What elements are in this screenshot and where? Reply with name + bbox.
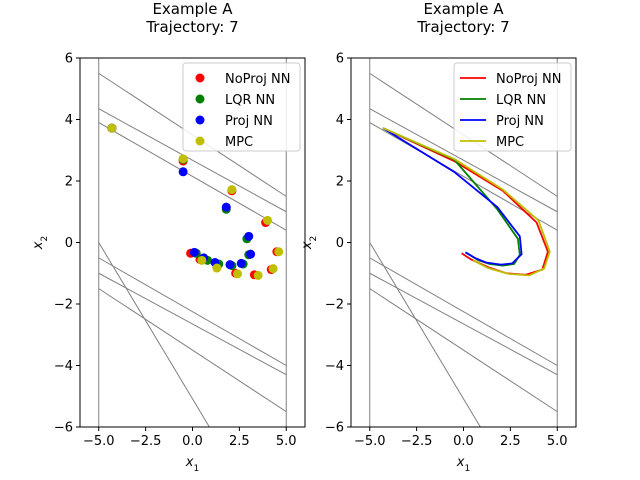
legend-label-proj-nn: Proj NN	[496, 114, 544, 129]
x-tick-label: −5.0	[354, 434, 386, 449]
x-tick-label: 5.0	[276, 434, 297, 449]
legend-label-proj-nn: Proj NN	[225, 114, 273, 129]
point-mpc	[212, 263, 222, 273]
x-tick-label: −2.5	[130, 434, 162, 449]
y-tick-label: −2	[54, 298, 73, 313]
legend: NoProj NN LQR NN Proj NN MPC	[182, 62, 301, 152]
y-axis-label: x2	[31, 236, 50, 250]
point-proj-nn	[225, 260, 235, 270]
y-tick-label: 0	[65, 236, 73, 251]
y-tick-label: 4	[336, 113, 344, 128]
constraint-line	[98, 257, 287, 366]
legend-label-noproj-nn: NoProj NN	[225, 72, 291, 87]
legend-marker-lqr-nn	[195, 94, 205, 104]
point-mpc	[178, 154, 188, 164]
point-proj-nn	[189, 247, 199, 257]
legend-marker-noproj-nn	[195, 73, 205, 83]
chart-subtitle: Trajectory: 7	[416, 18, 509, 36]
x-axis-label: x1	[456, 455, 470, 474]
y-tick-label: −4	[325, 359, 344, 374]
point-mpc	[197, 255, 207, 265]
y-tick-label: −4	[54, 359, 73, 374]
x-tick-label: 5.0	[547, 434, 568, 449]
legend-label-noproj-nn: NoProj NN	[496, 72, 562, 87]
point-mpc	[107, 123, 117, 133]
legend-label-mpc: MPC	[225, 135, 253, 150]
y-tick-label: −6	[54, 421, 73, 436]
x-tick-label: −5.0	[83, 434, 115, 449]
x-tick-label: 0.0	[182, 434, 203, 449]
constraint-line	[98, 242, 210, 427]
y-axis-label: x2	[300, 236, 319, 250]
y-tick-label: 6	[65, 52, 73, 67]
series-line-proj-nn	[382, 127, 523, 266]
point-proj-nn	[178, 167, 188, 177]
legend-box	[453, 62, 572, 152]
point-mpc	[263, 215, 272, 225]
constraint-lines	[98, 58, 287, 427]
legend-box	[182, 62, 301, 152]
point-mpc	[253, 270, 263, 280]
point-proj-nn	[221, 202, 231, 212]
legend-label-lqr-nn: LQR NN	[496, 93, 546, 108]
chart-subtitle: Trajectory: 7	[145, 18, 238, 36]
point-proj-nn	[236, 258, 246, 268]
x-tick-label: 2.5	[229, 434, 250, 449]
point-mpc	[268, 264, 278, 274]
y-tick-label: −2	[325, 298, 344, 313]
constraint-line	[98, 288, 287, 413]
constraint-line	[98, 272, 287, 376]
legend-marker-mpc	[195, 136, 205, 146]
y-tick-label: −6	[325, 421, 344, 436]
point-mpc	[227, 185, 237, 195]
y-tick-label: 6	[336, 52, 344, 67]
constraint-line	[98, 122, 287, 231]
legend-label-lqr-nn: LQR NN	[225, 93, 275, 108]
series-group	[107, 123, 284, 280]
x-axis-label: x1	[185, 455, 199, 474]
y-tick-label: 2	[65, 175, 73, 190]
point-mpc	[274, 247, 284, 257]
legend-marker-proj-nn	[195, 115, 205, 125]
constraint-line	[369, 288, 558, 413]
legend-label-mpc: MPC	[496, 135, 524, 150]
x-tick-label: −2.5	[401, 434, 433, 449]
y-tick-label: 0	[336, 236, 344, 251]
constraint-line	[369, 108, 558, 213]
constraint-line	[369, 272, 558, 376]
constraint-line	[98, 108, 287, 213]
y-tick-label: 2	[336, 175, 344, 190]
chart-title: Example A	[423, 0, 504, 18]
chart-title: Example A	[152, 0, 233, 18]
constraint-line	[369, 257, 558, 366]
legend: NoProj NN LQR NN Proj NN MPC	[453, 62, 572, 152]
point-mpc	[233, 269, 242, 279]
x-tick-label: 0.0	[453, 434, 474, 449]
constraint-line	[369, 242, 481, 427]
series-group	[382, 127, 551, 277]
y-tick-label: 4	[65, 113, 73, 128]
x-tick-label: 2.5	[500, 434, 521, 449]
point-proj-nn	[246, 249, 256, 259]
series-line-mpc	[382, 127, 551, 277]
point-proj-nn	[244, 231, 254, 241]
